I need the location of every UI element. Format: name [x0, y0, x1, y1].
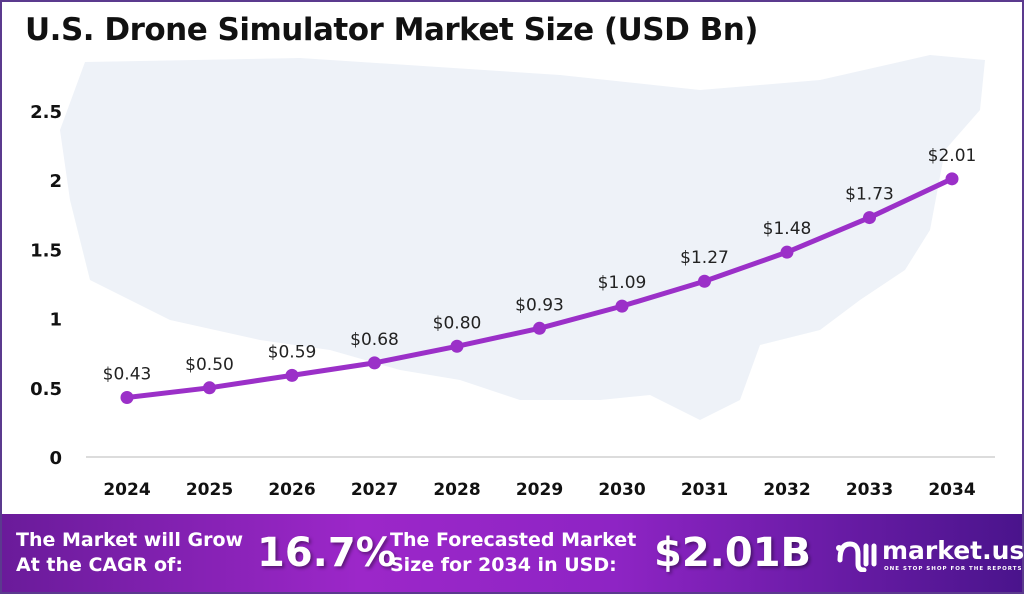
- brand-name: market.us: [882, 536, 1024, 565]
- y-tick-label: 0: [49, 448, 62, 469]
- y-tick-label: 0.5: [30, 379, 62, 400]
- x-tick-label: 2028: [433, 480, 480, 500]
- data-label: $1.09: [598, 273, 647, 293]
- us-map-background: [60, 55, 985, 420]
- x-tick-label: 2025: [186, 480, 233, 500]
- line-chart: 0 0.5 1 1.5 2 2.5 2024 2025 2026 2027 2028 2029 2030…: [30, 55, 995, 500]
- data-label: $0.50: [185, 355, 234, 375]
- data-point: [780, 245, 794, 259]
- data-label: $1.73: [845, 185, 894, 205]
- cagr-value: 16.7%: [257, 530, 396, 576]
- data-point: [698, 274, 711, 288]
- y-tick-label: 2: [49, 171, 62, 192]
- x-tick-label: 2024: [103, 480, 150, 500]
- x-tick-label: 2033: [846, 480, 893, 500]
- cagr-label-1: The Market will Grow: [16, 529, 244, 551]
- data-point: [120, 390, 134, 404]
- data-point: [863, 211, 876, 225]
- x-tick-label: 2026: [268, 480, 315, 500]
- forecast-label-1: The Forecasted Market: [390, 529, 637, 551]
- x-tick-label: 2034: [928, 480, 975, 500]
- data-point: [285, 368, 299, 382]
- forecast-label-2: Size for 2034 in USD:: [390, 554, 617, 576]
- x-tick-label: 2027: [351, 480, 398, 500]
- chart-title: U.S. Drone Simulator Market Size (USD Bn…: [25, 12, 758, 48]
- x-tick-label: 2031: [681, 480, 728, 500]
- y-tick-label: 2.5: [30, 102, 62, 123]
- brand-tagline: ONE STOP SHOP FOR THE REPORTS: [884, 566, 1023, 572]
- data-point: [615, 299, 629, 313]
- footer-banner: The Market will Grow At the CAGR of: 16.…: [2, 514, 1024, 592]
- data-label: $1.48: [763, 219, 812, 239]
- data-label: $2.01: [928, 146, 977, 166]
- x-tick-label: 2030: [598, 480, 645, 500]
- data-point: [945, 172, 959, 186]
- market-us-logo-icon: [836, 541, 877, 572]
- data-point: [203, 381, 216, 395]
- y-tick-label: 1: [49, 310, 62, 331]
- data-point: [368, 356, 381, 370]
- cagr-label-2: At the CAGR of:: [16, 554, 183, 576]
- data-point: [450, 339, 464, 353]
- x-tick-label: 2029: [516, 480, 563, 500]
- data-point: [533, 321, 546, 335]
- data-label: $1.27: [680, 248, 729, 268]
- x-tick-label: 2032: [763, 480, 810, 500]
- data-label: $0.93: [515, 295, 564, 315]
- forecast-value: $2.01B: [654, 530, 812, 576]
- data-label: $0.68: [350, 330, 399, 350]
- y-tick-label: 1.5: [30, 240, 62, 261]
- data-label: $0.80: [433, 313, 482, 333]
- data-label: $0.43: [103, 364, 152, 384]
- data-label: $0.59: [268, 342, 317, 362]
